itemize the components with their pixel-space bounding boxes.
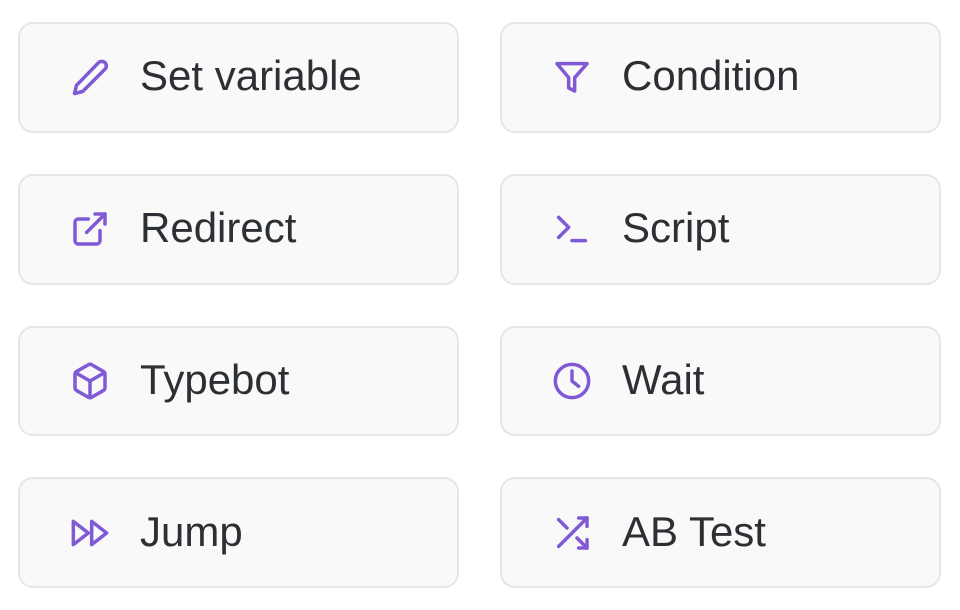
- block-card-redirect[interactable]: Redirect: [18, 173, 459, 285]
- block-card-wait[interactable]: Wait: [500, 325, 941, 437]
- block-card-typebot[interactable]: Typebot: [18, 325, 459, 437]
- block-label: Typebot: [140, 355, 290, 403]
- fast-forward-icon: [70, 513, 110, 553]
- pencil-icon: [70, 57, 110, 97]
- block-label: Set variable: [140, 52, 362, 100]
- clock-icon: [552, 361, 592, 401]
- block-label: Condition: [622, 52, 800, 100]
- block-label: Jump: [140, 507, 243, 555]
- block-card-ab-test[interactable]: AB Test: [500, 477, 941, 588]
- shuffle-icon: [552, 513, 592, 553]
- box-icon: [70, 361, 110, 401]
- block-label: AB Test: [622, 507, 766, 555]
- block-card-script[interactable]: Script: [500, 173, 941, 285]
- block-label: Script: [622, 204, 730, 252]
- terminal-icon: [552, 209, 592, 249]
- block-card-condition[interactable]: Condition: [500, 22, 941, 133]
- filter-icon: [552, 57, 592, 97]
- external-link-icon: [70, 209, 110, 249]
- block-card-set-variable[interactable]: Set variable: [18, 22, 459, 133]
- block-card-jump[interactable]: Jump: [18, 477, 459, 588]
- block-label: Wait: [622, 355, 705, 403]
- block-label: Redirect: [140, 204, 297, 252]
